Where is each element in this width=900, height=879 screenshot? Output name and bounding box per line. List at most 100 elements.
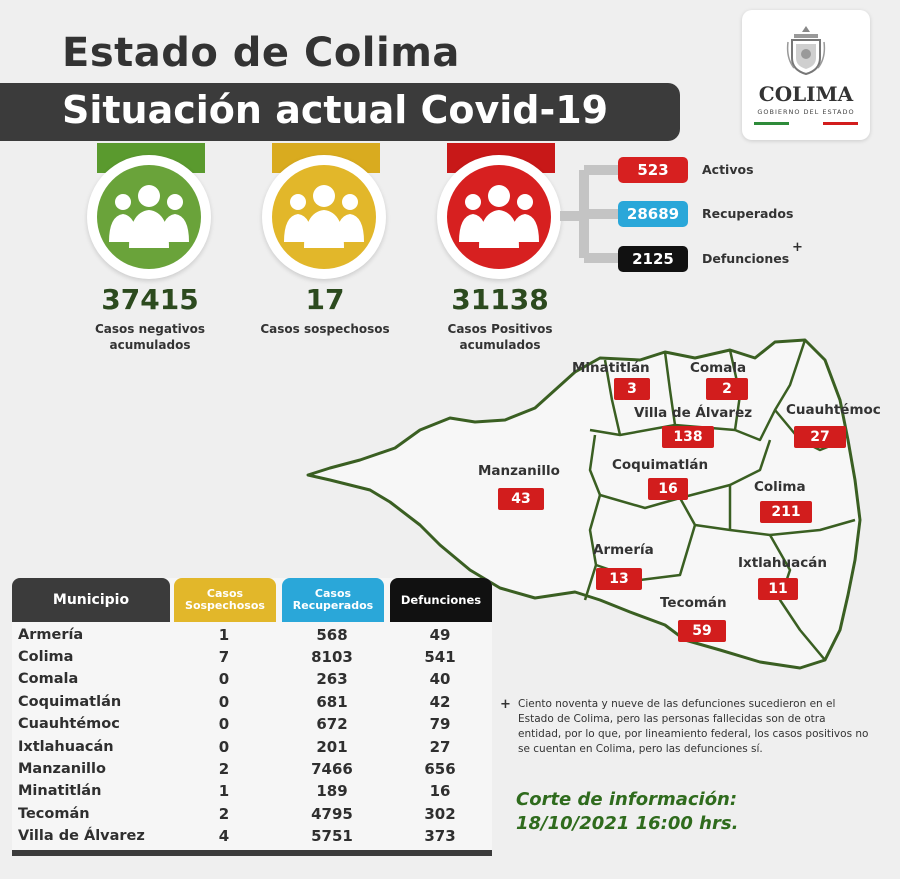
government-logo: COLIMA GOBIERNO DEL ESTADO [742, 10, 870, 140]
cell-municipio: Cuauhtémoc [18, 716, 120, 733]
cell-defunciones: 541 [424, 647, 456, 666]
cell-sospechosos: 0 [218, 737, 230, 756]
header-recuperados: Casos Recuperados [282, 578, 384, 622]
cell-defunciones: 27 [429, 737, 451, 756]
cell-recuperados: 201 [316, 737, 348, 756]
header-municipio: Municipio [12, 578, 170, 622]
cell-recuperados: 568 [316, 625, 348, 644]
group-people-icon [459, 185, 539, 248]
map-municipality-value: 11 [758, 578, 798, 600]
cell-sospechosos: 0 [218, 692, 230, 711]
cell-defunciones: 373 [424, 827, 456, 846]
table-row: Minatitlán 1 189 16 [12, 781, 492, 802]
defunciones-mark: + [792, 240, 803, 255]
map-municipality-value: 13 [596, 568, 642, 590]
cell-defunciones: 16 [429, 782, 451, 801]
map-municipality-value: 27 [794, 426, 846, 448]
cell-recuperados: 8103 [311, 647, 353, 666]
coat-of-arms-icon [786, 26, 826, 76]
map-municipality-value: 2 [706, 378, 748, 400]
cell-defunciones: 42 [429, 692, 451, 711]
municipality-table: Municipio Casos Sospechosos Casos Recupe… [12, 578, 492, 856]
cutoff-date: 18/10/2021 16:00 hrs. [516, 813, 739, 834]
cell-sospechosos: 2 [218, 759, 230, 778]
cell-defunciones: 40 [429, 670, 451, 689]
map-municipality-value: 138 [662, 426, 714, 448]
cell-municipio: Armería [18, 626, 84, 643]
logo-name: COLIMA [758, 82, 854, 106]
map-municipality-name: Armería [593, 542, 654, 558]
logo-tagline: GOBIERNO DEL ESTADO [757, 108, 855, 116]
breakdown-value: 523 [618, 157, 688, 183]
cell-sospechosos: 7 [218, 647, 230, 666]
cell-municipio: Manzanillo [18, 760, 106, 777]
group-people-icon [109, 185, 189, 248]
map-municipality-name: Colima [754, 479, 806, 495]
header-sospechosos: Casos Sospechosos [174, 578, 276, 622]
map-municipality-name: Cuauhtémoc [786, 402, 881, 418]
cell-sospechosos: 4 [218, 827, 230, 846]
cell-defunciones: 79 [429, 715, 451, 734]
breakdown-label: Recuperados [702, 206, 794, 221]
cell-sospechosos: 2 [218, 804, 230, 823]
stat-circle [272, 165, 376, 269]
cell-municipio: Colima [18, 648, 74, 665]
cell-municipio: Comala [18, 671, 79, 688]
footnote-mark: + [500, 697, 511, 712]
map-municipality-value: 43 [498, 488, 544, 510]
stat-label: Casos negativos acumulados [94, 322, 206, 352]
map-municipality-name: Manzanillo [478, 463, 560, 479]
stat-value: 17 [305, 283, 345, 316]
map-municipality-value: 3 [614, 378, 650, 400]
map-municipality-name: Ixtlahuacán [738, 555, 827, 571]
cell-defunciones: 656 [424, 759, 456, 778]
data-cutoff: Corte de información: 18/10/2021 16:00 h… [516, 788, 738, 836]
cell-recuperados: 263 [316, 670, 348, 689]
cell-recuperados: 5751 [311, 827, 353, 846]
cell-municipio: Tecomán [18, 805, 90, 822]
cell-sospechosos: 0 [218, 670, 230, 689]
table-row: Comala 0 263 40 [12, 669, 492, 690]
table-row: Armería 1 568 49 [12, 624, 492, 645]
cell-recuperados: 4795 [311, 804, 353, 823]
stat-value: 31138 [451, 283, 549, 316]
cell-recuperados: 681 [316, 692, 348, 711]
breakdown-label: Defunciones [702, 251, 790, 266]
table-row: Coquimatlán 0 681 42 [12, 691, 492, 712]
breakdown-value: 28689 [618, 201, 688, 227]
cell-recuperados: 7466 [311, 759, 353, 778]
map-municipality-name: Villa de Álvarez [634, 405, 753, 421]
colima-map [306, 338, 862, 670]
stat-value: 37415 [101, 283, 199, 316]
cell-municipio: Coquimatlán [18, 693, 122, 710]
map-municipality-value: 16 [648, 478, 688, 500]
cell-sospechosos: 0 [218, 715, 230, 734]
table-row: Tecomán 2 4795 302 [12, 803, 492, 824]
stat-label: Casos Positivos acumulados [447, 322, 553, 352]
map-municipality-name: Minatitlán [572, 360, 650, 376]
cell-municipio: Villa de Álvarez [18, 828, 145, 845]
cell-sospechosos: 1 [218, 782, 230, 801]
footnote: + Ciento noventa y nueve de las defuncio… [500, 697, 872, 757]
cutoff-label: Corte de información: [516, 789, 738, 810]
stat-label: Casos sospechosos [260, 322, 390, 336]
map-municipality-value: 211 [760, 501, 812, 523]
subtitle-band [0, 83, 680, 141]
table-row: Cuauhtémoc 0 672 79 [12, 714, 492, 735]
stat-circle [447, 165, 551, 269]
map-municipality-value: 59 [678, 620, 726, 642]
page-subtitle: Situación actual Covid-19 [62, 88, 609, 132]
table-row: Ixtlahuacán 0 201 27 [12, 736, 492, 757]
cell-defunciones: 49 [429, 625, 451, 644]
footnote-text: Ciento noventa y nueve de las defuncione… [518, 698, 869, 755]
header-defunciones: Defunciones [390, 578, 492, 622]
breakdown-label: Activos [702, 162, 754, 177]
cell-recuperados: 189 [316, 782, 348, 801]
group-people-icon [284, 185, 364, 248]
cell-defunciones: 302 [424, 804, 456, 823]
stat-circle [97, 165, 201, 269]
cell-municipio: Minatitlán [18, 783, 102, 800]
map-municipality-name: Tecomán [660, 595, 727, 611]
map-municipality-name: Coquimatlán [612, 457, 709, 473]
table-row: Manzanillo 2 7466 656 [12, 758, 492, 779]
